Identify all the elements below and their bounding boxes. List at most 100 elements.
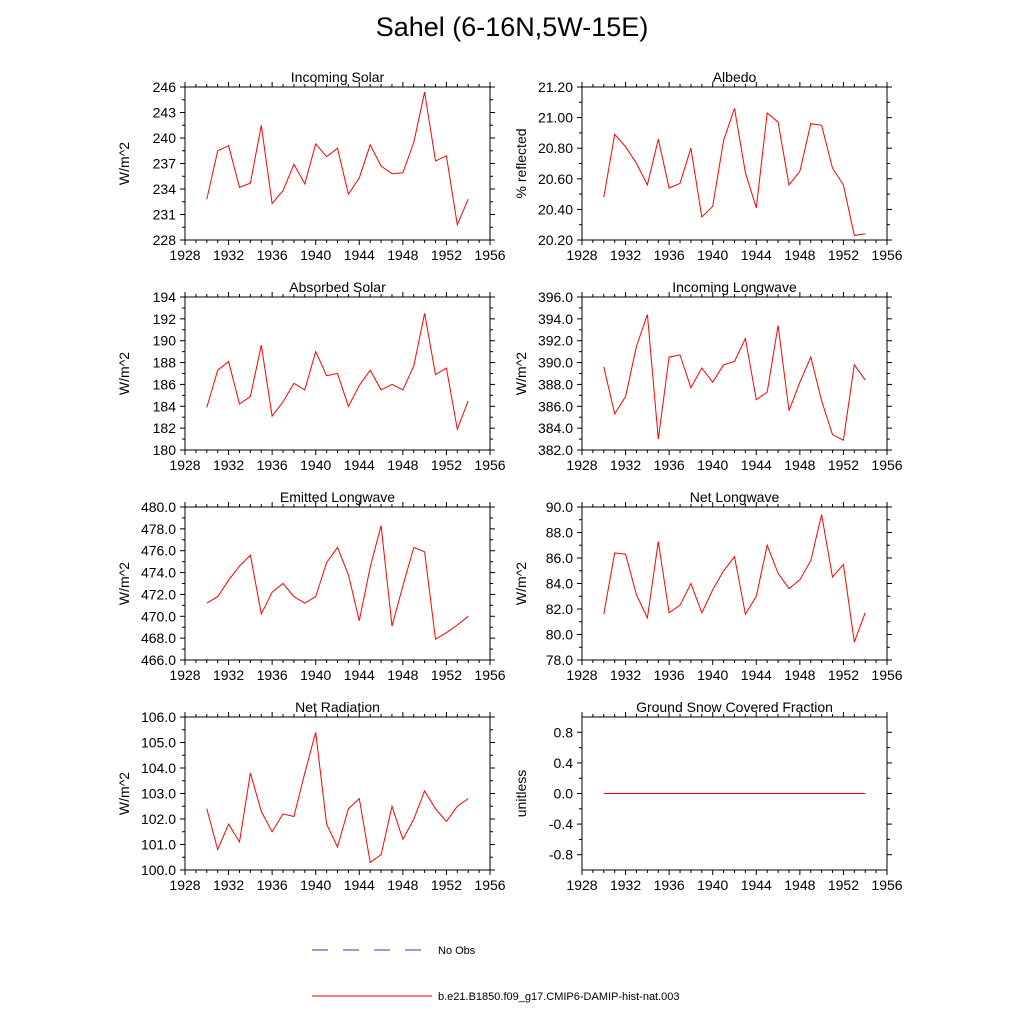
x-tick-label: 1928: [169, 667, 200, 683]
y-tick-label: 78.0: [546, 652, 573, 668]
y-tick-label: 388.0: [538, 376, 573, 392]
y-tick-label: 192: [153, 311, 177, 327]
x-tick-label: 1928: [566, 877, 597, 893]
x-tick-label: 1936: [654, 877, 685, 893]
x-tick-label: 1956: [871, 877, 902, 893]
x-tick-label: 1948: [784, 247, 815, 263]
y-tick-label: 0.4: [554, 755, 574, 771]
x-tick-label: 1948: [387, 667, 418, 683]
x-tick-label: 1952: [431, 457, 462, 473]
y-tick-label: 20.20: [538, 232, 573, 248]
y-tick-label: 80.0: [546, 627, 573, 643]
x-tick-label: 1932: [213, 247, 244, 263]
y-tick-label: 180: [153, 442, 177, 458]
y-axis-label: W/m^2: [116, 142, 132, 185]
y-tick-label: 382.0: [538, 442, 573, 458]
x-tick-label: 1944: [741, 457, 772, 473]
y-axis-label: W/m^2: [116, 562, 132, 605]
y-tick-label: 186: [153, 376, 177, 392]
x-tick-label: 1936: [257, 667, 288, 683]
x-tick-label: 1956: [474, 877, 505, 893]
y-tick-label: 103.0: [141, 786, 176, 802]
y-tick-label: 474.0: [141, 565, 176, 581]
legend: No Obs b.e21.B1850.f09_g17.CMIP6-DAMIP-hi…: [312, 945, 680, 1003]
x-tick-label: 1944: [344, 667, 375, 683]
x-tick-label: 1940: [697, 877, 728, 893]
y-tick-label: 472.0: [141, 586, 176, 602]
y-tick-label: 105.0: [141, 735, 176, 751]
y-tick-label: 384.0: [538, 420, 573, 436]
y-axis-label: unitless: [513, 770, 529, 817]
y-tick-label: 21.00: [538, 110, 573, 126]
emitted-longwave-panel: Emitted Longwave W/m^2 1928 1932 1936 1940 194…: [116, 489, 506, 683]
y-tick-label: 182: [153, 420, 177, 436]
x-tick-label: 1940: [300, 877, 331, 893]
x-tick-label: 1956: [871, 247, 902, 263]
y-tick-label: 392.0: [538, 333, 573, 349]
y-tick-label: 237: [153, 156, 177, 172]
y-tick-label: 20.80: [538, 140, 573, 156]
plot-frame: [581, 506, 888, 661]
panel-title: Ground Snow Covered Fraction: [636, 699, 833, 715]
x-tick-label: 1932: [213, 457, 244, 473]
y-tick-label: 104.0: [141, 760, 176, 776]
net-radiation-panel: Net Radiation W/m^2 1928 1932 1936 1940 1944 19…: [116, 699, 506, 893]
y-tick-label: 390.0: [538, 355, 573, 371]
incoming-longwave-panel: Incoming Longwave W/m^2 1928 1932 1936 1940 19…: [513, 279, 903, 473]
x-tick-label: 1928: [169, 247, 200, 263]
x-tick-label: 1928: [566, 457, 597, 473]
ground-snow-covered-fraction-panel: Ground Snow Covered Fraction unitless 1928…: [513, 699, 903, 893]
y-tick-label: 470.0: [141, 608, 176, 624]
panel-title: Emitted Longwave: [280, 489, 395, 505]
y-tick-label: 386.0: [538, 398, 573, 414]
absorbed-solar-panel: Absorbed Solar W/m^2 1928 1932 1936 1940 1944 1…: [116, 279, 506, 473]
x-tick-label: 1948: [387, 247, 418, 263]
x-tick-label: 1952: [431, 667, 462, 683]
x-tick-label: 1948: [784, 457, 815, 473]
x-tick-label: 1936: [257, 457, 288, 473]
albedo-panel: Albedo % reflected 1928 1932 1936 1940 1944 194…: [513, 69, 903, 263]
x-tick-label: 1944: [344, 457, 375, 473]
panel-title: Net Longwave: [690, 489, 780, 505]
x-tick-label: 1956: [474, 457, 505, 473]
x-tick-label: 1940: [300, 457, 331, 473]
x-tick-label: 1928: [169, 877, 200, 893]
y-tick-label: 234: [153, 181, 177, 197]
series-line: [206, 313, 469, 432]
y-tick-label: 20.40: [538, 201, 573, 217]
y-tick-label: 394.0: [538, 311, 573, 327]
y-tick-label: 101.0: [141, 837, 176, 853]
x-tick-label: 1948: [784, 667, 815, 683]
y-tick-label: 468.0: [141, 630, 176, 646]
y-tick-label: 20.60: [538, 171, 573, 187]
series-line: [206, 91, 469, 227]
legend-label: b.e21.B1850.f09_g17.CMIP6-DAMIP-hist-nat…: [438, 991, 680, 1003]
y-tick-label: 0.0: [554, 786, 574, 802]
net-longwave-panel: Net Longwave W/m^2 1928 1932 1936 1940 1944 194…: [513, 489, 903, 683]
y-axis-label: W/m^2: [116, 352, 132, 395]
x-tick-label: 1956: [474, 667, 505, 683]
y-tick-label: 466.0: [141, 652, 176, 668]
x-tick-label: 1936: [257, 877, 288, 893]
x-tick-label: 1940: [697, 457, 728, 473]
x-tick-label: 1928: [169, 457, 200, 473]
incoming-solar-panel: Incoming Solar W/m^2 1928 1932 1936 1940 1944 1…: [116, 69, 506, 263]
x-tick-label: 1952: [828, 247, 859, 263]
x-tick-label: 1956: [474, 247, 505, 263]
x-tick-label: 1940: [697, 247, 728, 263]
x-tick-label: 1952: [828, 877, 859, 893]
series-line: [206, 525, 469, 641]
x-tick-label: 1932: [610, 457, 641, 473]
y-axis-label: W/m^2: [513, 352, 529, 395]
x-tick-label: 1956: [871, 667, 902, 683]
x-tick-label: 1952: [431, 247, 462, 263]
series-line: [603, 514, 866, 643]
x-tick-label: 1936: [257, 247, 288, 263]
y-tick-label: 84.0: [546, 576, 573, 592]
y-tick-label: 476.0: [141, 543, 176, 559]
x-tick-label: 1936: [654, 457, 685, 473]
y-tick-label: 231: [153, 207, 177, 223]
x-tick-label: 1928: [566, 667, 597, 683]
x-tick-label: 1940: [300, 667, 331, 683]
x-tick-label: 1932: [213, 667, 244, 683]
